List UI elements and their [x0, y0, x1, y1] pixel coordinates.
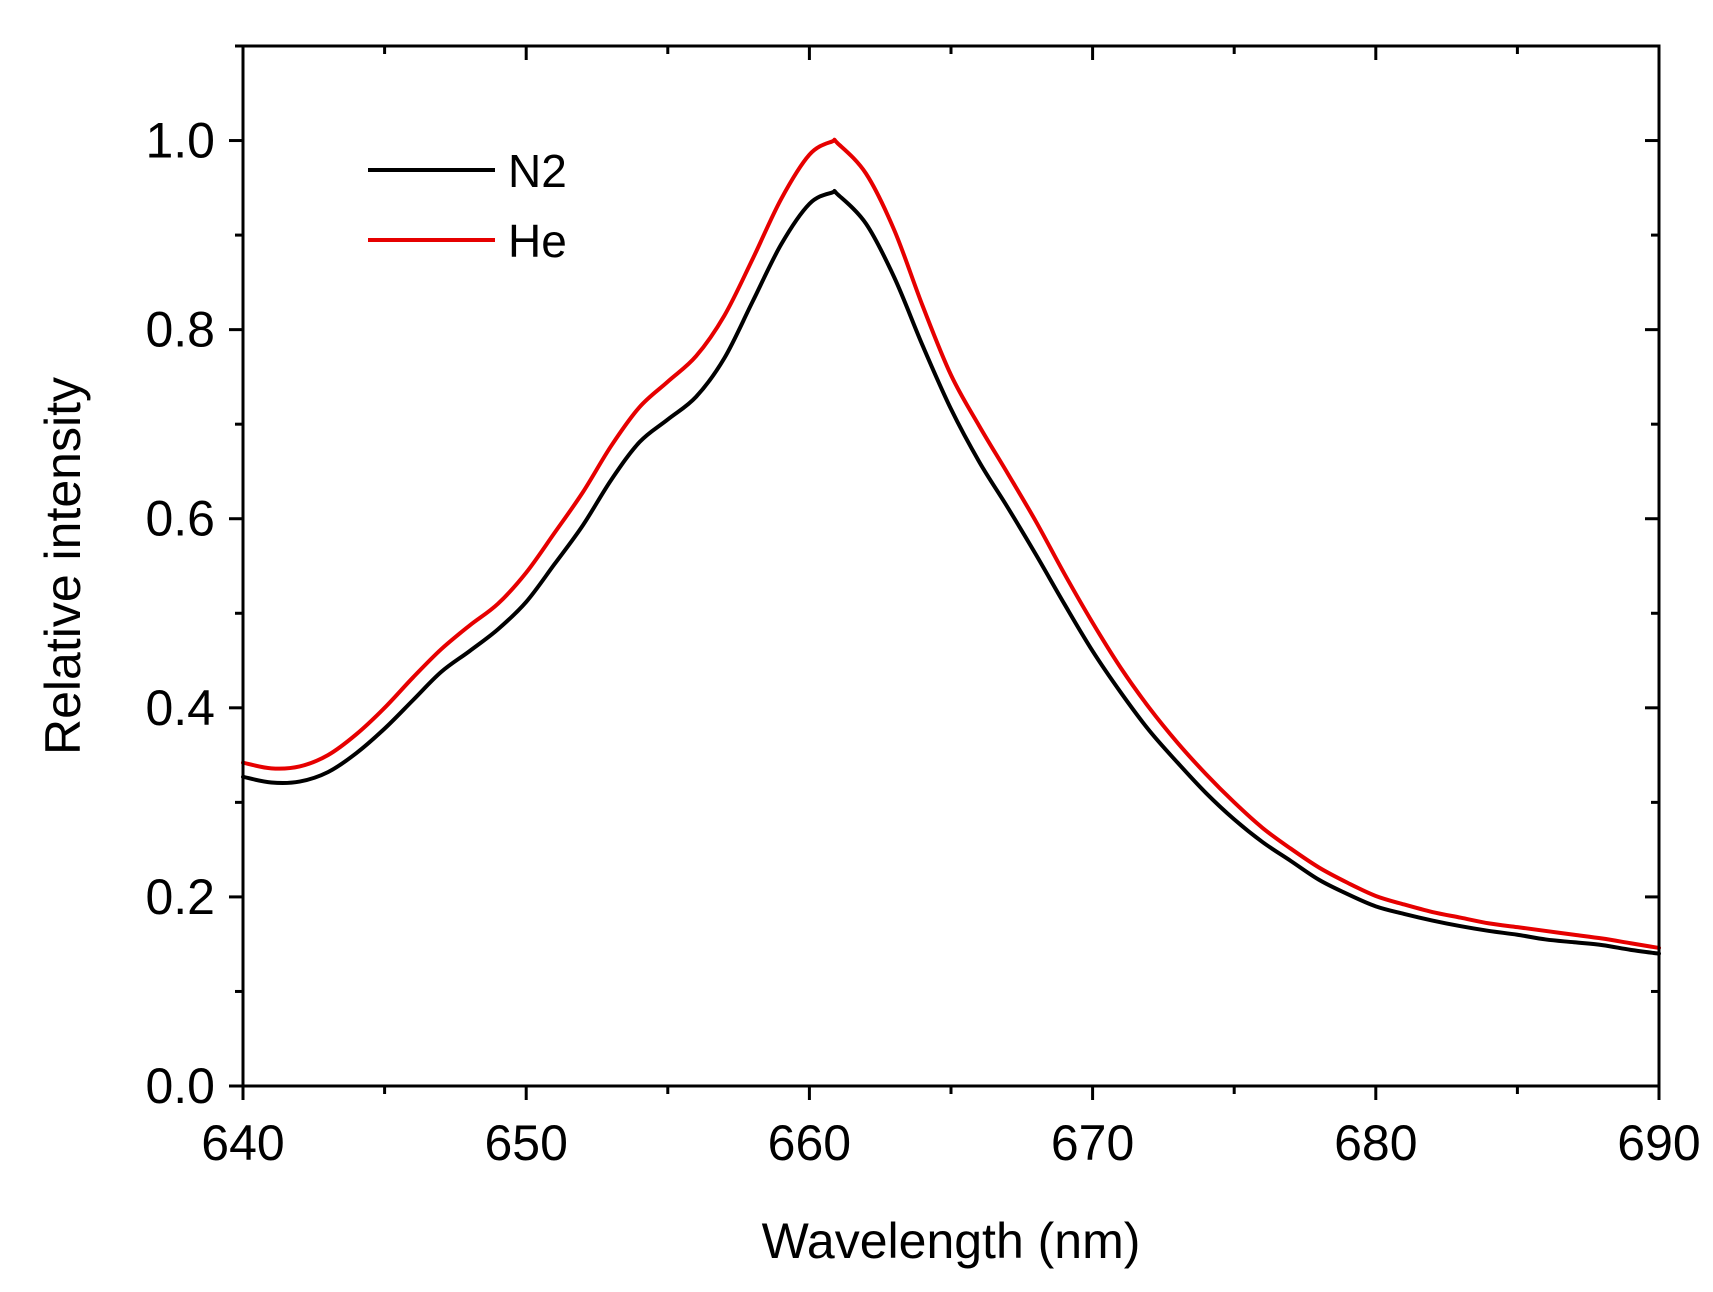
x-axis-ticks: 640 650 660 670 680 690 — [201, 46, 1701, 1171]
y-tick-label: 0.2 — [145, 869, 215, 925]
legend: N2 He — [368, 145, 567, 267]
y-tick-label: 0.0 — [145, 1058, 215, 1114]
x-tick-label: 680 — [1334, 1115, 1417, 1171]
y-tick-label: 0.4 — [145, 680, 215, 736]
y-tick-label: 0.6 — [145, 491, 215, 547]
x-tick-label: 670 — [1051, 1115, 1134, 1171]
y-axis-ticks: 0.0 0.2 0.4 0.6 0.8 1.0 — [145, 44, 1659, 1114]
x-tick-label: 690 — [1617, 1115, 1700, 1171]
y-tick-label: 1.0 — [145, 113, 215, 169]
x-tick-label: 650 — [484, 1115, 567, 1171]
x-tick-label: 640 — [201, 1115, 284, 1171]
y-tick-label: 0.8 — [145, 302, 215, 358]
series-layer — [241, 137, 1661, 956]
series-line-he — [241, 137, 1661, 950]
x-axis-title: Wavelength (nm) — [762, 1213, 1141, 1269]
x-tick-label: 660 — [768, 1115, 851, 1171]
legend-label-n2: N2 — [508, 145, 567, 197]
y-axis-title: Relative intensity — [35, 377, 91, 755]
legend-label-he: He — [508, 215, 567, 267]
series-line-n2 — [241, 188, 1661, 956]
